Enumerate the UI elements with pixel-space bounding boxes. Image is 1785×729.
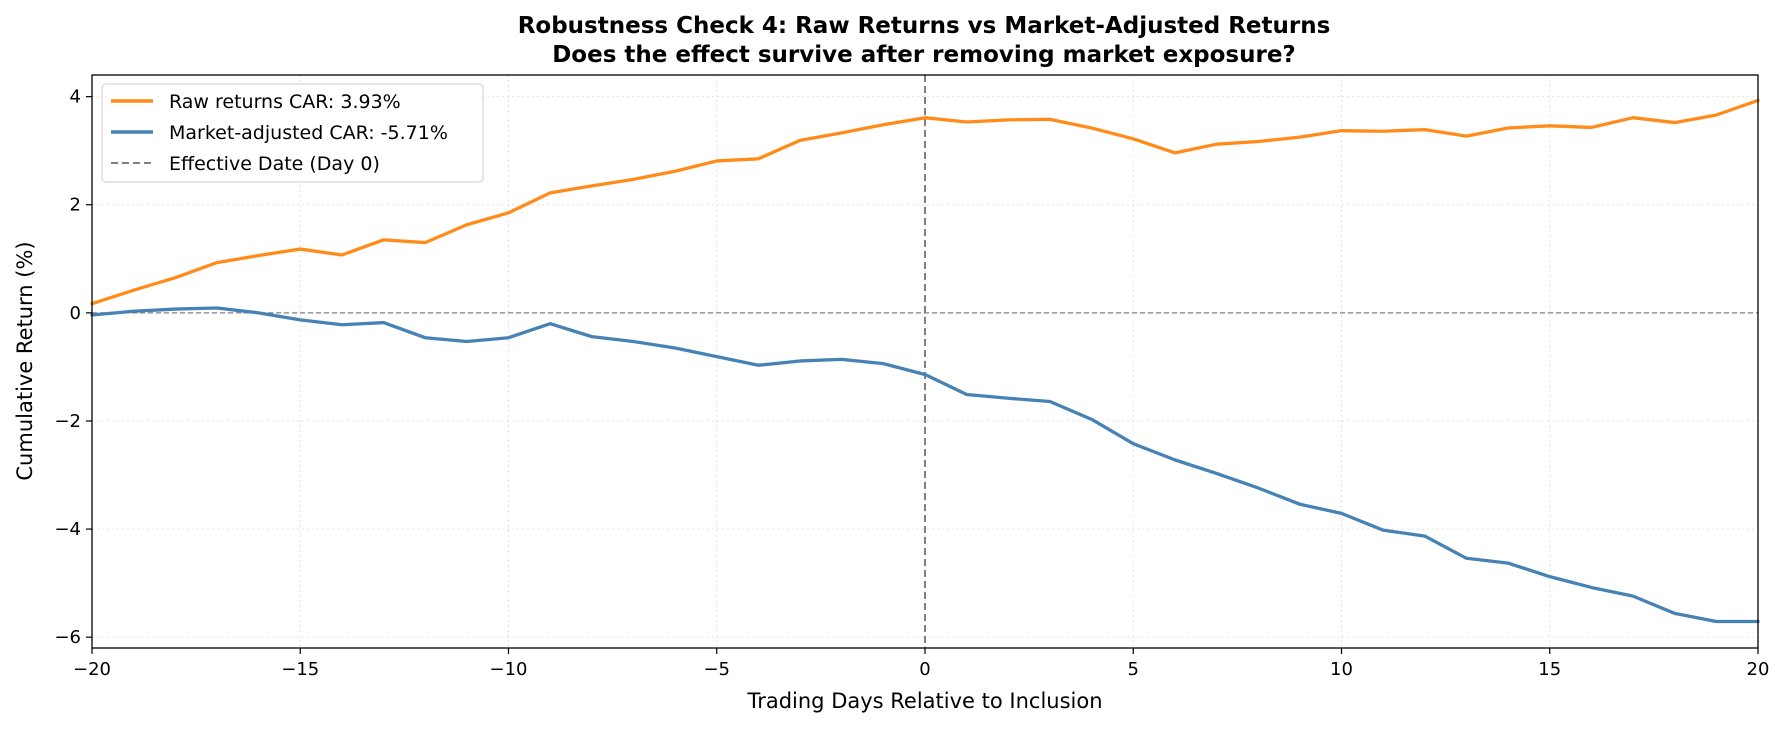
y-tick-label: 4 [70, 87, 81, 108]
legend-label-raw: Raw returns CAR: 3.93% [169, 91, 401, 113]
x-axis-label: Trading Days Relative to Inclusion [746, 689, 1102, 713]
x-tick-label: −10 [490, 659, 528, 680]
legend-label-effective-date: Effective Date (Day 0) [169, 153, 380, 175]
x-axis-ticks: −20 −15 −10 −5 0 5 10 15 20 [73, 648, 1769, 680]
y-tick-label: −2 [54, 411, 81, 432]
chart-subtitle: Does the effect survive after removing m… [552, 42, 1296, 68]
chart-title: Robustness Check 4: Raw Returns vs Marke… [518, 13, 1331, 39]
x-tick-label: −15 [281, 659, 319, 680]
x-tick-label: 10 [1330, 659, 1353, 680]
x-tick-label: −20 [73, 659, 111, 680]
y-tick-label: −4 [54, 519, 81, 540]
x-tick-label: 20 [1747, 659, 1770, 680]
x-tick-label: 0 [919, 659, 930, 680]
legend-label-market-adjusted: Market-adjusted CAR: -5.71% [169, 122, 448, 144]
y-tick-label: −6 [54, 627, 81, 648]
y-axis-ticks: −6 −4 −2 0 2 4 [54, 87, 92, 648]
legend-frame [101, 83, 484, 183]
reference-lines [92, 75, 1758, 648]
y-axis-label: Cumulative Return (%) [13, 241, 37, 480]
market-adjusted-line [90, 306, 1760, 624]
y-tick-label: 2 [70, 195, 81, 216]
x-tick-label: 5 [1128, 659, 1139, 680]
x-tick-label: −5 [703, 659, 730, 680]
legend: Raw returns CAR: 3.93% Market-adjusted C… [101, 83, 484, 183]
raw-returns-line [90, 98, 1760, 306]
x-tick-label: 15 [1538, 659, 1561, 680]
series-lines [90, 98, 1760, 624]
y-tick-label: 0 [70, 303, 81, 324]
